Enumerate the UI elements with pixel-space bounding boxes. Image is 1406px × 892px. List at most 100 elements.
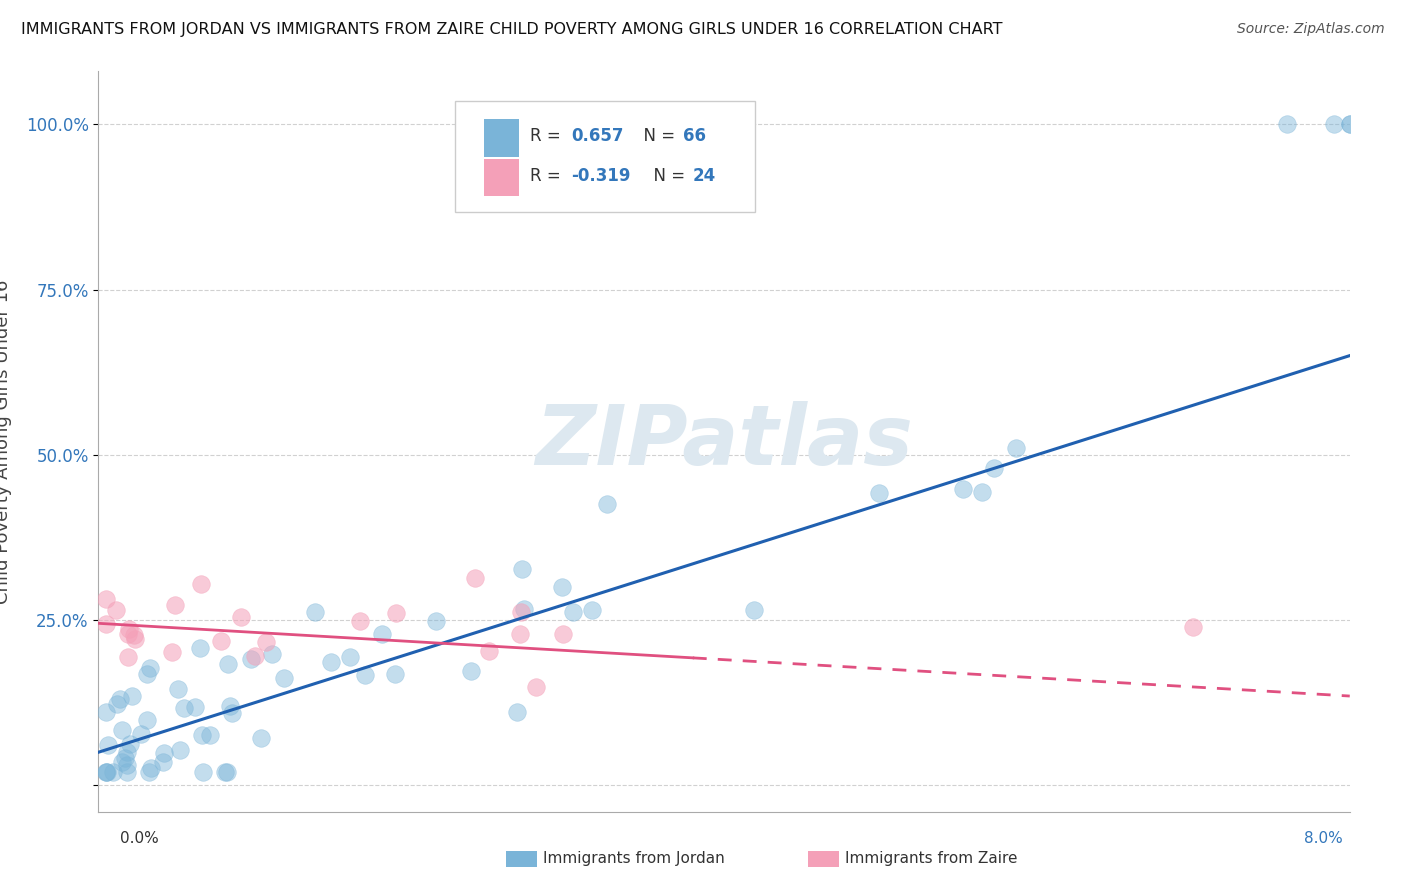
Point xyxy=(1339,117,1361,131)
Point xyxy=(96,765,118,780)
Point xyxy=(105,697,128,711)
Point xyxy=(121,690,143,704)
Point xyxy=(595,497,617,511)
Point xyxy=(221,706,243,721)
Point xyxy=(581,603,603,617)
Point xyxy=(101,764,124,779)
Point xyxy=(1182,620,1205,634)
Point xyxy=(163,598,186,612)
Text: -0.319: -0.319 xyxy=(571,168,631,186)
Point xyxy=(384,667,406,681)
Text: Immigrants from Jordan: Immigrants from Jordan xyxy=(543,852,724,866)
Point xyxy=(260,647,283,661)
FancyBboxPatch shape xyxy=(484,120,519,156)
Point xyxy=(117,627,139,641)
Point xyxy=(153,746,176,760)
Point xyxy=(115,745,138,759)
Point xyxy=(304,606,326,620)
Point xyxy=(111,756,134,770)
Text: Source: ZipAtlas.com: Source: ZipAtlas.com xyxy=(1237,22,1385,37)
Point xyxy=(108,692,131,706)
Point xyxy=(117,650,139,665)
Point xyxy=(118,737,141,751)
Point xyxy=(478,644,501,658)
Point xyxy=(169,742,191,756)
Text: R =: R = xyxy=(530,127,567,145)
Point xyxy=(249,731,271,746)
Point xyxy=(118,623,141,637)
Text: ZIPatlas: ZIPatlas xyxy=(536,401,912,482)
Point xyxy=(385,606,408,620)
Point xyxy=(96,765,118,780)
Text: 66: 66 xyxy=(683,127,706,145)
Point xyxy=(229,610,252,624)
Point xyxy=(509,605,531,619)
Point xyxy=(115,758,138,772)
Point xyxy=(115,765,138,780)
Point xyxy=(513,602,536,616)
Point xyxy=(510,562,533,576)
Text: N =: N = xyxy=(643,168,690,186)
Point xyxy=(254,634,277,648)
Point xyxy=(219,699,242,714)
Point xyxy=(1277,117,1299,131)
Text: R =: R = xyxy=(530,168,567,186)
Point xyxy=(240,652,263,666)
Point xyxy=(96,616,118,631)
Point xyxy=(129,727,152,741)
Point xyxy=(970,484,993,499)
Point xyxy=(198,728,221,742)
Point xyxy=(135,667,157,681)
Point xyxy=(97,738,120,752)
Point xyxy=(152,755,174,769)
Point xyxy=(425,615,447,629)
Point xyxy=(188,640,211,655)
Point xyxy=(464,571,486,585)
Point xyxy=(460,665,482,679)
Point xyxy=(319,655,342,669)
Point xyxy=(190,577,212,591)
Point xyxy=(509,627,531,641)
Point xyxy=(136,713,159,727)
Point xyxy=(273,671,295,685)
Point xyxy=(983,461,1005,475)
Point xyxy=(551,580,574,594)
Point xyxy=(952,482,974,496)
Point xyxy=(245,648,267,663)
Point xyxy=(191,765,214,780)
Point xyxy=(160,645,183,659)
Point xyxy=(524,680,547,694)
Point xyxy=(214,765,236,780)
Point xyxy=(868,486,890,500)
Point xyxy=(183,699,205,714)
Point xyxy=(742,603,765,617)
Point xyxy=(173,701,195,715)
Point xyxy=(96,592,118,607)
Point xyxy=(561,605,583,619)
Point xyxy=(122,628,145,642)
Text: 0.657: 0.657 xyxy=(571,127,624,145)
Point xyxy=(354,668,377,682)
Point xyxy=(506,705,529,719)
Point xyxy=(217,657,239,671)
Text: N =: N = xyxy=(633,127,681,145)
Y-axis label: Child Poverty Among Girls Under 16: Child Poverty Among Girls Under 16 xyxy=(0,279,11,604)
Point xyxy=(138,660,160,674)
FancyBboxPatch shape xyxy=(456,101,755,212)
Point xyxy=(1323,117,1346,131)
Point xyxy=(96,705,118,719)
Point xyxy=(124,632,146,646)
Text: 8.0%: 8.0% xyxy=(1303,831,1343,846)
Text: Immigrants from Zaire: Immigrants from Zaire xyxy=(845,852,1018,866)
Point xyxy=(139,761,162,775)
Text: 0.0%: 0.0% xyxy=(120,831,159,846)
Point xyxy=(209,633,232,648)
FancyBboxPatch shape xyxy=(484,159,519,195)
Point xyxy=(1004,441,1026,455)
Text: 24: 24 xyxy=(693,168,716,186)
Point xyxy=(191,728,214,742)
Point xyxy=(215,765,238,780)
Point xyxy=(349,615,371,629)
Point xyxy=(96,765,118,780)
Point xyxy=(104,603,127,617)
